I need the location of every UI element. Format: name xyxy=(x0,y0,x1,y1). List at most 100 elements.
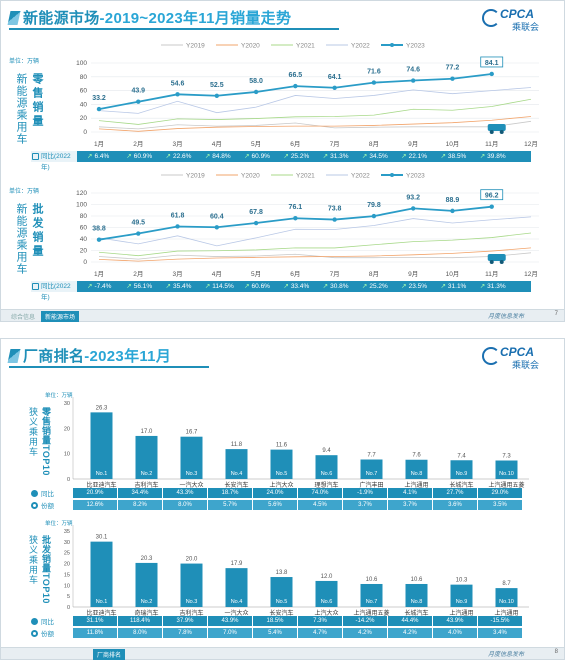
data-label: 38.8 xyxy=(92,226,106,233)
yoy-cell: ↗ 38.5% xyxy=(438,151,466,162)
data-label: 84.1 xyxy=(485,60,499,67)
side-label-metric: 批发销量TOP10 xyxy=(41,534,52,604)
stats-cell: 43.3% xyxy=(163,488,207,498)
data-label: 10.3 xyxy=(456,578,468,584)
data-label: 30.1 xyxy=(96,535,108,541)
x-tick-label: 1月 xyxy=(94,270,104,278)
y-tick-label: 100 xyxy=(76,202,87,209)
data-label: 52.5 xyxy=(210,82,224,89)
trend-up-icon: ↗ xyxy=(244,283,250,290)
category-label: 上汽通用 xyxy=(449,609,473,617)
y-tick-label: 10 xyxy=(64,583,70,589)
bar xyxy=(360,583,383,607)
legend-label: Y2021 xyxy=(296,173,315,180)
trend-up-icon: ↗ xyxy=(322,283,329,290)
legend-label: Y2023 xyxy=(406,43,425,50)
stats-cell: 5.4% xyxy=(253,628,297,638)
stats-cell: 4.5% xyxy=(298,500,342,510)
x-tick-label: 1月 xyxy=(94,140,104,148)
footer-tab-2[interactable]: 新能源市场 xyxy=(41,311,80,322)
yoy-label-text: 同比(2022年) xyxy=(41,283,71,301)
yoy-value: 31.3% xyxy=(330,153,349,160)
rank-label: No.9 xyxy=(456,599,468,605)
stats-cell: 4.1% xyxy=(388,488,432,498)
yoy-cell: ↗ 22.1% xyxy=(399,151,427,162)
series-line-y2021 xyxy=(98,98,532,125)
data-label: 10.6 xyxy=(366,577,378,583)
rank-label: No.1 xyxy=(96,599,108,605)
trend-up-icon: ↗ xyxy=(479,153,486,160)
logo-swoosh-icon xyxy=(482,9,500,27)
x-tick-label: 12月 xyxy=(524,270,538,278)
series-line-y2023 xyxy=(98,205,492,241)
data-label: 33.2 xyxy=(92,95,106,102)
rank-label: No.10 xyxy=(499,599,514,605)
trend-up-icon: ↗ xyxy=(204,153,211,160)
category-label: 一汽大众 xyxy=(224,609,248,617)
yoy-cell: ↗ 39.8% xyxy=(478,151,506,162)
data-point xyxy=(371,80,377,85)
data-label: 88.9 xyxy=(446,197,460,204)
stats-cell: 24.0% xyxy=(253,488,297,498)
stats-cell: 74.0% xyxy=(298,488,342,498)
title-main-2: 厂商排名 xyxy=(23,348,85,365)
yoy-cell: ↗ 30.8% xyxy=(321,281,349,292)
stats-cell: 8.0% xyxy=(118,628,162,638)
data-point xyxy=(253,220,259,226)
bar xyxy=(90,412,113,479)
y-tick-label: 0 xyxy=(83,129,87,136)
row-label-yoy: 同比 xyxy=(31,488,54,498)
title-marker-icon xyxy=(7,11,21,25)
stats-row-share: 11.8% 8.0% 7.8% 7.0% 5.4% 4.7% 4.2% 4.2% 4.0% 3.4… xyxy=(73,628,523,638)
stats-cell: 18.7% xyxy=(208,488,252,498)
y-tick-label: 100 xyxy=(76,60,87,67)
stats-cell: -1.9% xyxy=(343,488,387,498)
cpca-logo: CPCA 乘联会 xyxy=(482,7,552,32)
trend-up-icon: ↗ xyxy=(244,153,250,160)
stats-cell: 7.8% xyxy=(163,628,207,638)
stats-cell: 5.6% xyxy=(253,500,297,510)
category-label: 吉利汽车 xyxy=(179,609,203,617)
footer-bar-2: 厂商排名 月度信息发布 8 xyxy=(1,647,564,660)
data-point xyxy=(96,106,102,112)
x-tick-label: 7月 xyxy=(330,270,340,278)
yoy-value: 22.1% xyxy=(408,153,428,160)
legend-label: Y2019 xyxy=(186,43,205,50)
bar xyxy=(225,449,248,479)
trend-up-icon: ↗ xyxy=(204,283,211,290)
stats-cell: 3.7% xyxy=(388,500,432,510)
y-tick-label: 20 xyxy=(80,248,88,255)
data-label: 20.3 xyxy=(141,556,153,562)
rank-label: No.4 xyxy=(231,599,243,605)
page-number-2: 8 xyxy=(554,649,558,655)
data-label: 61.8 xyxy=(171,212,185,219)
yoy-cell: ↗ 56.1% xyxy=(124,281,152,292)
unit-label: 单位：万辆 xyxy=(45,391,73,399)
rank-label: No.9 xyxy=(456,471,468,477)
wholesale-yoy-strip: 同比(2022年) ↗ -7.4% ↗ 56.1% ↗ 35.4% ↗ 114.5% ↗ 60.6%… xyxy=(31,281,531,301)
series-line-y2020 xyxy=(98,247,532,262)
bar xyxy=(360,459,383,479)
x-tick-label: 4月 xyxy=(212,140,222,148)
y-tick-label: 10 xyxy=(64,452,70,458)
footer-tab-ranking[interactable]: 厂商排名 xyxy=(93,649,126,660)
stats-cell: 11.8% xyxy=(73,628,117,638)
yoy-cell: ↗ 31.1% xyxy=(438,281,466,292)
legend-label: Y2023 xyxy=(406,173,425,180)
rank-label: No.8 xyxy=(411,471,423,477)
category-label: 一汽大众 xyxy=(179,481,203,489)
title-underline xyxy=(9,28,339,30)
yoy-cell: ↗ 35.4% xyxy=(164,281,192,292)
pie-share-icon xyxy=(31,502,38,509)
y-tick-label: 60 xyxy=(80,88,88,95)
cpca-logo-2: CPCA 乘联会 xyxy=(482,345,552,370)
data-label: 7.4 xyxy=(457,453,466,459)
yoy-cell xyxy=(517,281,519,292)
side-label-category: 新能源乘用车 xyxy=(15,72,28,145)
footer-tab-1[interactable]: 综合信息 xyxy=(11,315,36,321)
series-line-y2019 xyxy=(98,252,532,260)
x-tick-label: 10月 xyxy=(446,270,460,278)
